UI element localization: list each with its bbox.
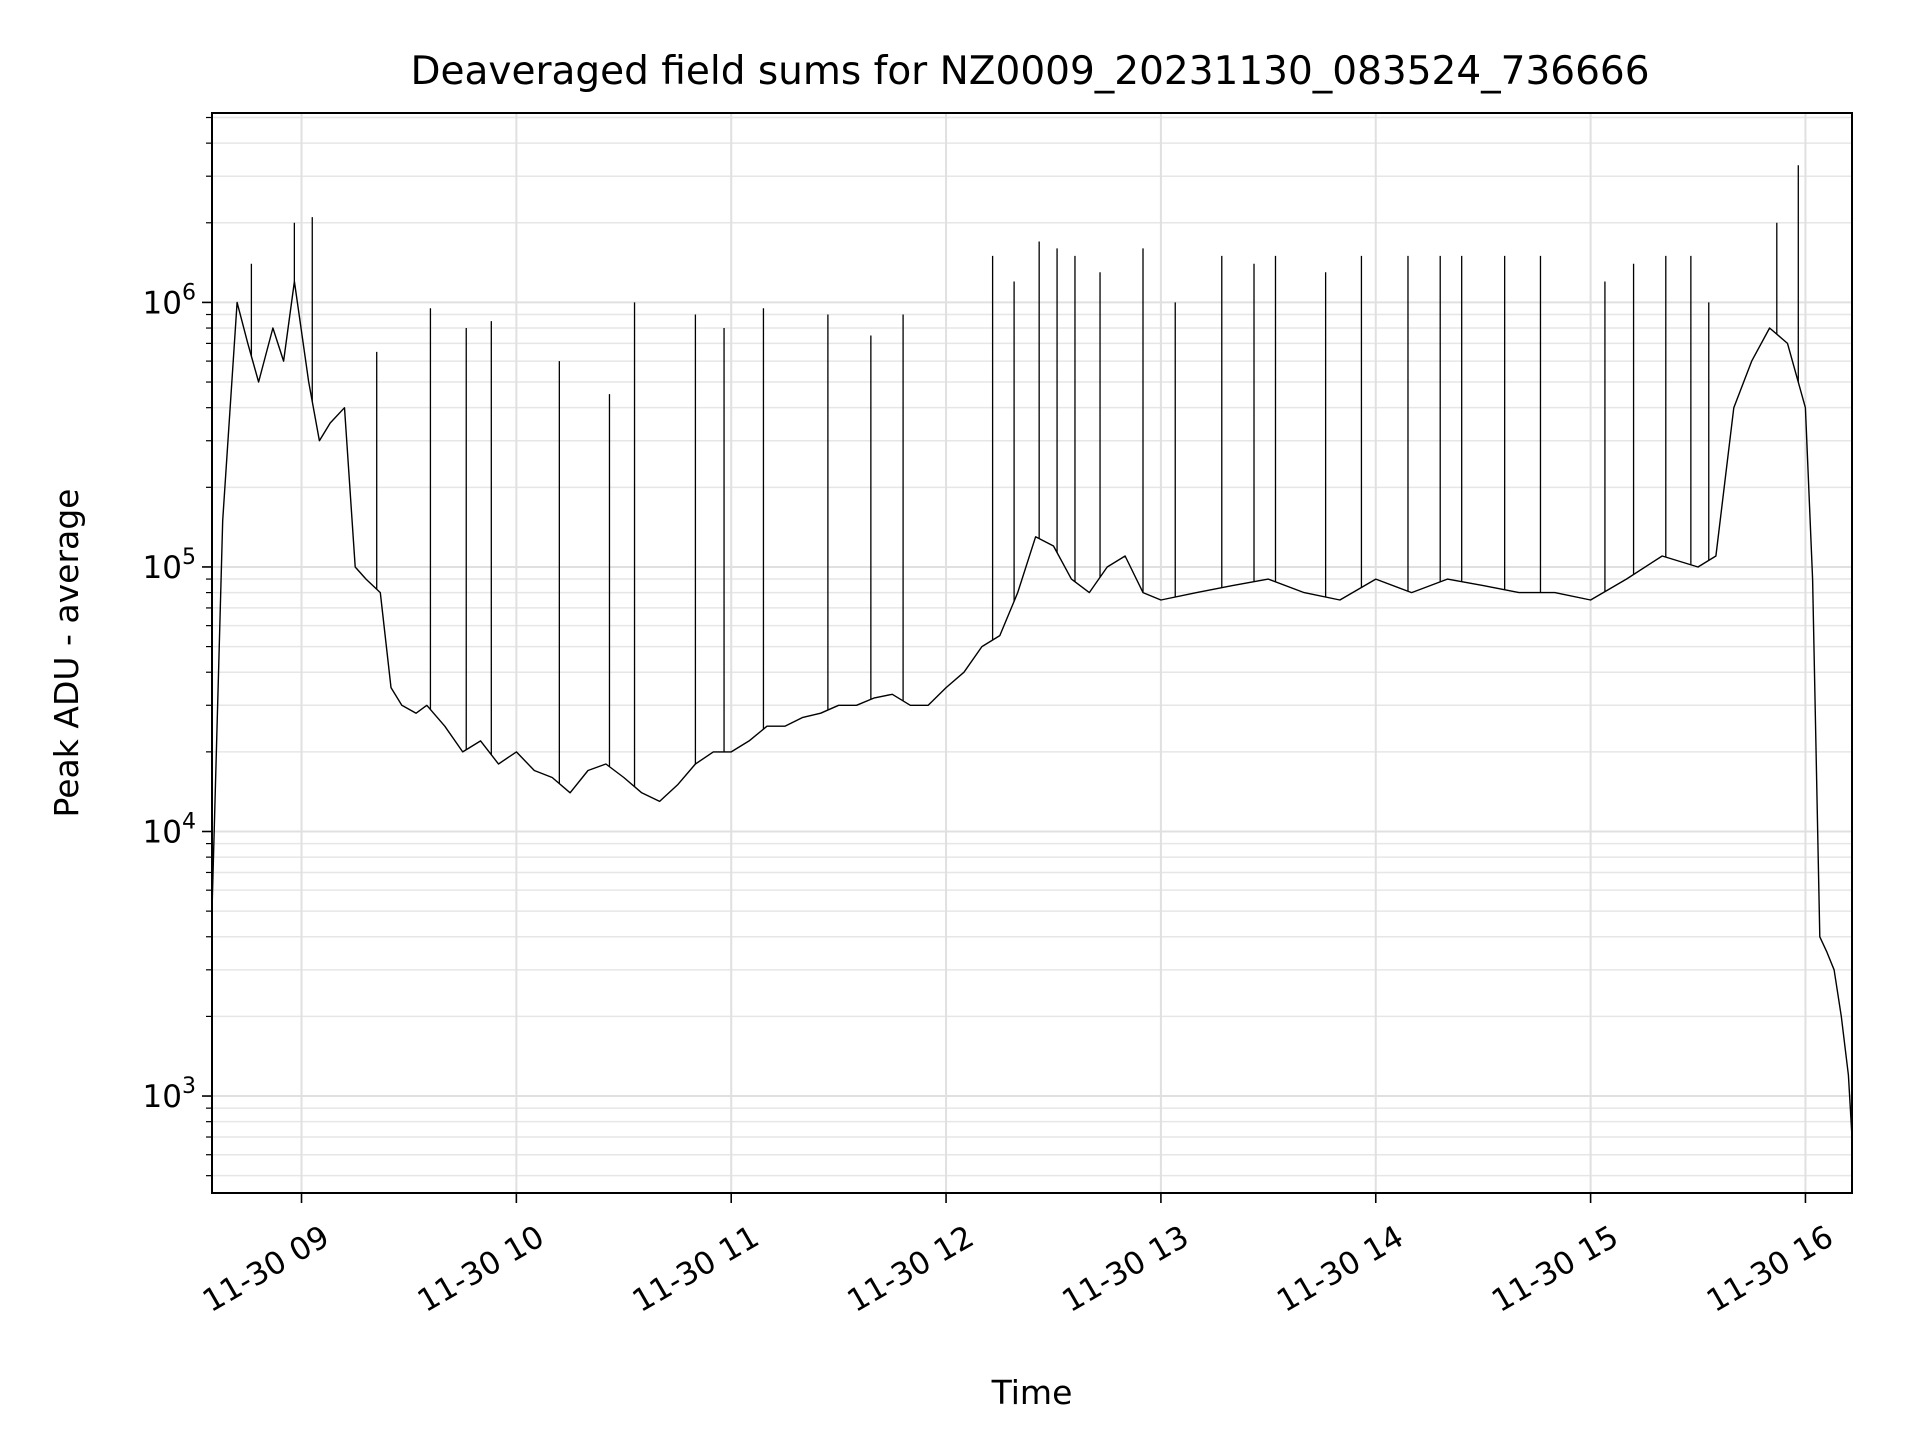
y-axis: 103 104 105 106 (143, 116, 212, 1177)
plot-frame (211, 112, 1853, 1194)
chart-title: Deaveraged field sums for NZ0009_2023113… (410, 49, 1649, 94)
series-line-0 (211, 280, 1853, 1138)
x-axis-title: Time (991, 1373, 1073, 1412)
y-tick-label: 106 (143, 280, 196, 321)
y-axis-title: Peak ADU - average (47, 489, 86, 818)
y-tick-label: 104 (143, 809, 196, 850)
series-layer (211, 280, 1853, 1138)
grid (212, 113, 1852, 1193)
y-tick-label: 105 (143, 545, 196, 586)
spikes (250, 165, 1799, 787)
y-tick-label: 103 (143, 1074, 196, 1115)
